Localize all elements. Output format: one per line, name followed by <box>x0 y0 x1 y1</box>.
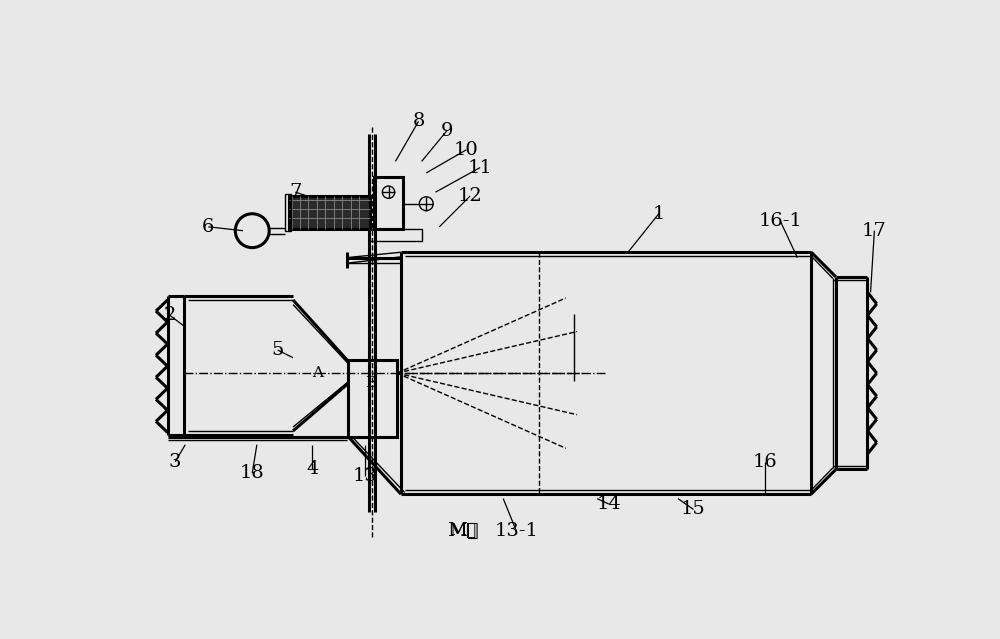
Text: 16-1: 16-1 <box>759 212 802 231</box>
Text: 8: 8 <box>412 112 425 130</box>
Bar <box>285 194 291 231</box>
Text: 16: 16 <box>753 452 777 471</box>
Text: B: B <box>365 376 376 390</box>
Text: 18: 18 <box>240 464 265 482</box>
Bar <box>289 196 370 229</box>
Text: 1: 1 <box>653 204 665 223</box>
Text: 12: 12 <box>458 187 483 205</box>
Text: 10: 10 <box>454 141 479 159</box>
Text: 17: 17 <box>862 222 887 240</box>
Text: 4: 4 <box>306 460 318 479</box>
Text: M区: M区 <box>447 522 478 540</box>
Text: 13: 13 <box>352 466 377 484</box>
Text: M区: M区 <box>449 523 476 539</box>
Bar <box>374 177 403 229</box>
Text: 3: 3 <box>169 452 181 471</box>
Text: 2: 2 <box>164 306 176 325</box>
Bar <box>348 360 397 437</box>
Text: 11: 11 <box>468 158 493 176</box>
Bar <box>369 229 422 241</box>
Text: 5: 5 <box>271 341 284 359</box>
Text: 13-1: 13-1 <box>494 522 538 540</box>
Text: A: A <box>312 366 323 380</box>
Text: 14: 14 <box>596 495 621 513</box>
Text: 7: 7 <box>289 183 302 201</box>
Text: 9: 9 <box>441 121 453 139</box>
Text: 6: 6 <box>202 218 215 236</box>
Text: 15: 15 <box>681 500 706 518</box>
